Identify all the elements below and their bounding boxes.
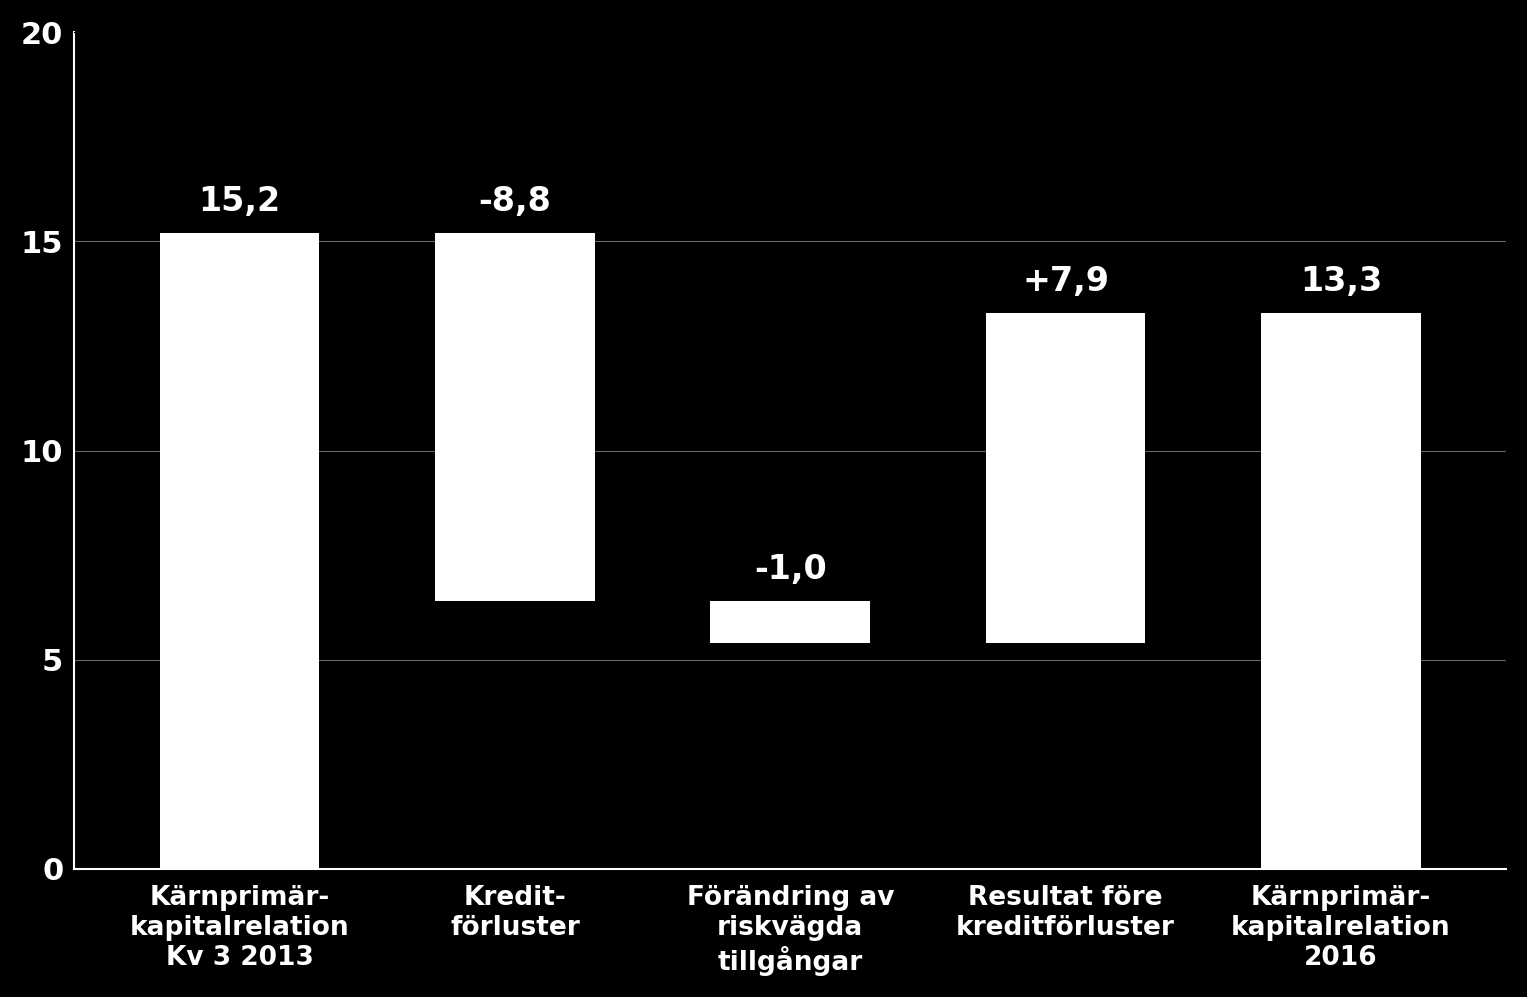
Bar — [986, 312, 1145, 643]
Text: +7,9: +7,9 — [1022, 265, 1109, 298]
Text: 13,3: 13,3 — [1299, 265, 1382, 298]
Bar — [1261, 312, 1420, 868]
Bar — [710, 601, 870, 643]
Text: -1,0: -1,0 — [754, 553, 826, 586]
Text: 15,2: 15,2 — [199, 185, 281, 218]
Bar — [160, 233, 319, 868]
Text: -8,8: -8,8 — [478, 185, 551, 218]
Bar — [435, 233, 596, 601]
